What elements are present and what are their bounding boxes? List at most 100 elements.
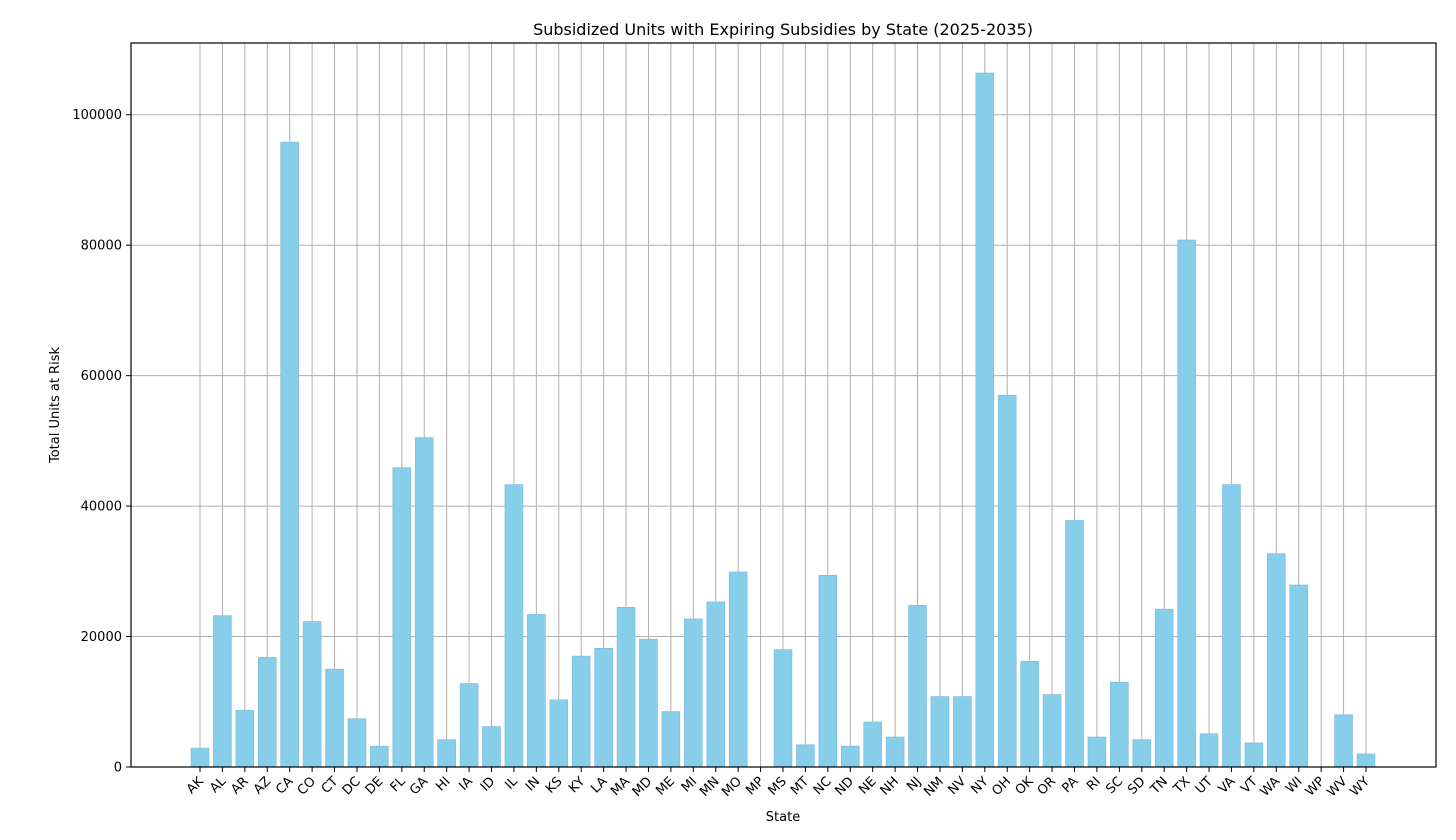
x-tick-label: UT bbox=[1193, 774, 1216, 797]
bar-mi bbox=[684, 618, 703, 768]
bar-mt bbox=[796, 744, 815, 768]
x-tick-label: OH bbox=[989, 774, 1014, 799]
x-tick-label: MN bbox=[697, 774, 722, 799]
bar-or bbox=[1042, 694, 1062, 768]
bar-layer bbox=[190, 72, 1376, 768]
bar-ut bbox=[1199, 733, 1219, 768]
bar-wv bbox=[1334, 714, 1353, 768]
bar-nc bbox=[818, 574, 838, 768]
x-tick-label: ME bbox=[653, 774, 677, 798]
x-tick-label: GA bbox=[407, 774, 431, 798]
bar-ms bbox=[773, 649, 793, 768]
bar-nm bbox=[930, 696, 950, 768]
bar-oh bbox=[997, 394, 1017, 768]
x-tick-label: CT bbox=[319, 774, 342, 797]
y-axis-label: Total Units at Risk bbox=[48, 347, 63, 464]
x-tick-label: NM bbox=[921, 774, 946, 799]
bar-co bbox=[302, 621, 322, 768]
x-tick-label: AL bbox=[207, 774, 230, 797]
bar-ok bbox=[1020, 661, 1039, 768]
x-tick-label: IL bbox=[502, 774, 521, 793]
bar-vt bbox=[1244, 742, 1264, 768]
y-tick-label: 100000 bbox=[72, 108, 122, 123]
x-tick-label: NC bbox=[811, 774, 835, 798]
x-tick-label: RI bbox=[1084, 774, 1104, 794]
bar-va bbox=[1222, 484, 1241, 768]
x-tick-label: TN bbox=[1147, 774, 1171, 798]
bar-al bbox=[213, 615, 232, 768]
x-tick-label: WY bbox=[1348, 774, 1373, 799]
bar-wi bbox=[1289, 584, 1309, 768]
y-tick-label: 80000 bbox=[81, 239, 122, 254]
x-tick-label: NV bbox=[945, 774, 969, 798]
x-tick-label: ND bbox=[833, 774, 858, 799]
bar-md bbox=[639, 638, 658, 768]
bar-az bbox=[257, 657, 277, 768]
x-tick-label: WI bbox=[1283, 774, 1305, 796]
x-tick-label: IN bbox=[523, 774, 543, 794]
bar-ky bbox=[571, 655, 591, 768]
bar-ar bbox=[235, 709, 255, 768]
bar-fl bbox=[392, 467, 412, 768]
bar-wy bbox=[1356, 753, 1376, 768]
bar-ga bbox=[414, 437, 434, 768]
bar-ca bbox=[280, 141, 299, 768]
x-tick-label: DC bbox=[340, 774, 364, 798]
x-tick-label: PA bbox=[1059, 774, 1081, 796]
x-tick-label: DE bbox=[363, 774, 387, 798]
bar-ne bbox=[863, 721, 882, 768]
bar-dc bbox=[347, 718, 367, 768]
bar-il bbox=[504, 484, 524, 768]
x-tick-label: KY bbox=[566, 774, 588, 796]
x-tick-label: AR bbox=[228, 774, 251, 797]
x-tick-label: WP bbox=[1303, 774, 1328, 799]
bar-la bbox=[594, 647, 613, 768]
bar-wa bbox=[1267, 553, 1286, 768]
x-tick-label: CA bbox=[273, 774, 296, 797]
y-tick-label: 40000 bbox=[81, 500, 122, 515]
bar-ma bbox=[616, 606, 636, 768]
bar-tx bbox=[1177, 239, 1196, 768]
x-axis-label: State bbox=[766, 810, 800, 825]
bar-nv bbox=[953, 696, 972, 768]
bar-hi bbox=[437, 739, 456, 768]
bar-ak bbox=[190, 747, 210, 768]
x-tick-label: CO bbox=[295, 774, 319, 798]
x-tick-label: VA bbox=[1216, 774, 1239, 797]
x-tick-label: KS bbox=[543, 774, 565, 796]
bar-in bbox=[527, 614, 546, 768]
bar-pa bbox=[1065, 520, 1084, 768]
bar-me bbox=[661, 711, 681, 768]
bar-ia bbox=[459, 683, 479, 768]
x-tick-label: MA bbox=[608, 774, 633, 799]
x-tick-label: SD bbox=[1125, 774, 1149, 798]
bar-tn bbox=[1154, 608, 1174, 768]
x-tick-label: AK bbox=[184, 774, 207, 797]
bar-ny bbox=[975, 72, 995, 768]
x-tick-label: NY bbox=[969, 774, 992, 797]
x-tick-label: NJ bbox=[904, 774, 924, 794]
y-tick-label: 0 bbox=[114, 761, 122, 776]
x-tick-label: MP bbox=[743, 774, 767, 798]
x-tick-label: MO bbox=[719, 774, 745, 800]
bar-de bbox=[370, 745, 389, 768]
x-tick-label: TX bbox=[1170, 774, 1193, 797]
bar-sd bbox=[1132, 739, 1152, 768]
x-tick-label: ID bbox=[478, 774, 498, 794]
bar-mo bbox=[728, 571, 748, 768]
x-tick-label: MD bbox=[630, 774, 656, 800]
x-tick-label: NH bbox=[878, 774, 902, 798]
bar-ks bbox=[549, 699, 569, 768]
x-tick-label: OK bbox=[1013, 774, 1037, 798]
bar-ct bbox=[325, 668, 344, 768]
x-tick-label: IA bbox=[456, 774, 476, 794]
bar-mn bbox=[706, 601, 725, 768]
chart-title: Subsidized Units with Expiring Subsidies… bbox=[533, 20, 1033, 39]
bar-nd bbox=[840, 745, 860, 768]
x-tick-label: OR bbox=[1035, 774, 1059, 798]
x-tick-label: MI bbox=[679, 774, 700, 795]
y-tick-label: 20000 bbox=[81, 630, 122, 645]
y-tick-label: 60000 bbox=[81, 369, 122, 384]
x-tick-label: MS bbox=[765, 774, 789, 798]
